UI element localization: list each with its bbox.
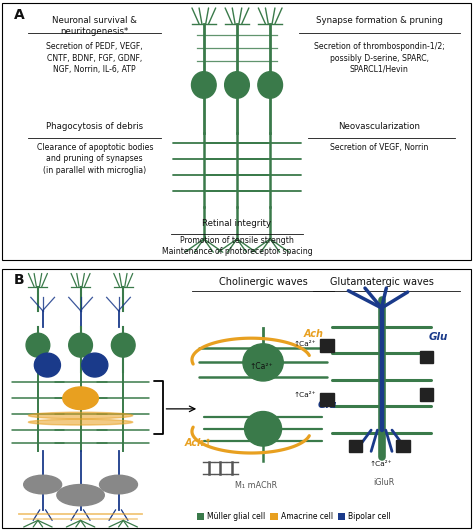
Text: A: A — [14, 8, 25, 22]
Ellipse shape — [69, 333, 92, 357]
Ellipse shape — [82, 353, 108, 377]
Ellipse shape — [243, 344, 283, 381]
Text: Secretion of thrombospondin-1/2;
possibly D-serine, SPARC,
SPARCL1/Hevin: Secretion of thrombospondin-1/2; possibl… — [314, 42, 445, 74]
Text: Phagocytosis of debris: Phagocytosis of debris — [46, 122, 143, 131]
FancyBboxPatch shape — [320, 339, 334, 352]
FancyBboxPatch shape — [2, 3, 471, 260]
Text: Synapse formation & pruning: Synapse formation & pruning — [316, 16, 443, 25]
Ellipse shape — [24, 475, 62, 494]
Text: Ach: Ach — [303, 329, 323, 339]
Text: Retinal integrity: Retinal integrity — [202, 219, 272, 228]
Ellipse shape — [35, 353, 61, 377]
Text: Glu: Glu — [318, 399, 337, 409]
Ellipse shape — [225, 72, 249, 98]
Text: Neuronal survival &
neuritogenesis*: Neuronal survival & neuritogenesis* — [52, 16, 137, 36]
Ellipse shape — [63, 387, 99, 409]
Text: Neovascularization: Neovascularization — [338, 122, 420, 131]
Legend: Müller glial cell, Amacrine cell, Bipolar cell: Müller glial cell, Amacrine cell, Bipola… — [194, 509, 394, 525]
FancyBboxPatch shape — [420, 350, 433, 364]
Text: Glutamatergic waves: Glutamatergic waves — [329, 278, 434, 287]
FancyBboxPatch shape — [320, 393, 334, 406]
Text: Promotion of tensile strength
Maintenance of photoreceptor spacing: Promotion of tensile strength Maintenanc… — [162, 236, 312, 256]
Text: B: B — [14, 273, 25, 287]
Text: iGluR: iGluR — [374, 478, 394, 487]
Ellipse shape — [28, 419, 133, 425]
Ellipse shape — [245, 412, 282, 446]
FancyBboxPatch shape — [2, 269, 471, 528]
Text: ↑Ca²⁺: ↑Ca²⁺ — [370, 461, 392, 467]
Text: ↑Ca²⁺: ↑Ca²⁺ — [294, 392, 317, 398]
Text: M₁ mAChR: M₁ mAChR — [235, 481, 277, 490]
Ellipse shape — [28, 412, 133, 419]
Text: Cholinergic waves: Cholinergic waves — [219, 278, 308, 287]
Ellipse shape — [26, 333, 50, 357]
Ellipse shape — [100, 475, 137, 494]
FancyBboxPatch shape — [396, 440, 410, 452]
Text: Ach↑: Ach↑ — [185, 438, 213, 448]
FancyBboxPatch shape — [349, 440, 362, 452]
Text: ↑Ca²⁺: ↑Ca²⁺ — [294, 341, 317, 347]
Text: Secretion of VEGF, Norrin: Secretion of VEGF, Norrin — [330, 143, 428, 152]
Text: Clearance of apoptotic bodies
and pruning of synapses
(in parallel with microgli: Clearance of apoptotic bodies and prunin… — [36, 143, 153, 175]
Text: Secretion of PEDF, VEGF,
CNTF, BDNF, FGF, GDNF,
NGF, Norrin, IL-6, ATP: Secretion of PEDF, VEGF, CNTF, BDNF, FGF… — [46, 42, 143, 74]
Ellipse shape — [111, 333, 135, 357]
Text: ↑Ca²⁺: ↑Ca²⁺ — [250, 362, 273, 371]
FancyBboxPatch shape — [420, 388, 433, 400]
Ellipse shape — [191, 72, 216, 98]
Ellipse shape — [57, 484, 104, 506]
Text: Glu: Glu — [429, 332, 448, 342]
Ellipse shape — [258, 72, 283, 98]
